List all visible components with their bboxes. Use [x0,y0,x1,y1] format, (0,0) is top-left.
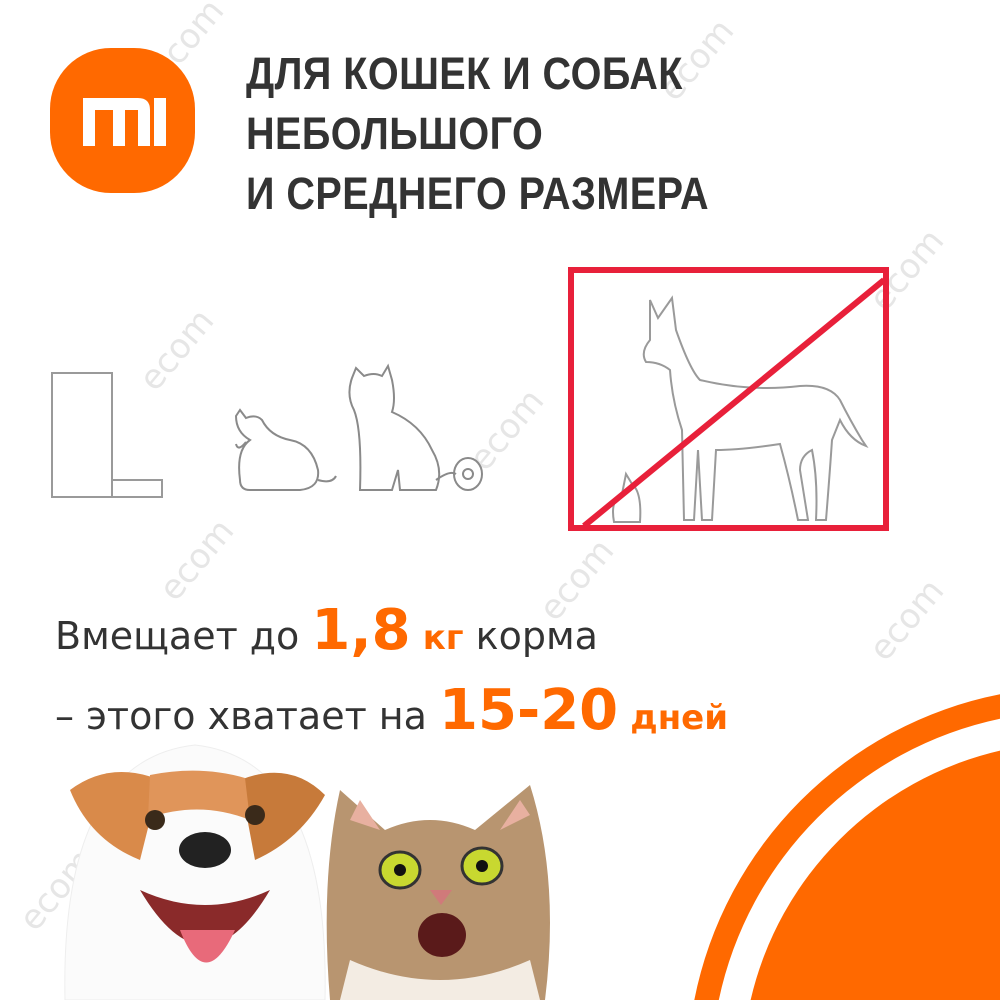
duration-line: – этого хватает на 15-20 дней [55,678,728,743]
feeder-outline-icon [51,372,163,498]
xiaomi-logo [50,48,195,193]
cat-photo [326,785,550,1000]
headline-line: ДЛЯ КОШЕК И СОБАК [246,48,683,99]
duration-prefix: – этого хватает на [55,694,427,738]
capacity-unit: кг [422,618,464,658]
capacity-line: Вмещает до 1,8 кг корма [55,598,598,663]
headline: ДЛЯ КОШЕК И СОБАК НЕБОЛЬШОГО И СРЕДНЕГО … [246,44,709,224]
duration-value: 15-20 [439,678,619,743]
headline-line: И СРЕДНЕГО РАЗМЕРА [246,168,710,219]
large-dog-crossed-out-icon [568,267,889,531]
dog-photo [64,744,326,1000]
capacity-suffix: корма [475,614,598,658]
orange-ring [694,694,1000,1000]
decorative-orange-circle [694,694,1000,1000]
headline-line: НЕБОЛЬШОГО [246,108,544,159]
capacity-value: 1,8 [311,598,411,663]
small-cat-icon [234,408,337,491]
medium-cat-icon [348,363,483,491]
capacity-prefix: Вмещает до [55,614,300,658]
duration-unit: дней [630,698,729,738]
orange-disc [750,750,1000,1000]
mi-logo-icon [83,98,166,146]
